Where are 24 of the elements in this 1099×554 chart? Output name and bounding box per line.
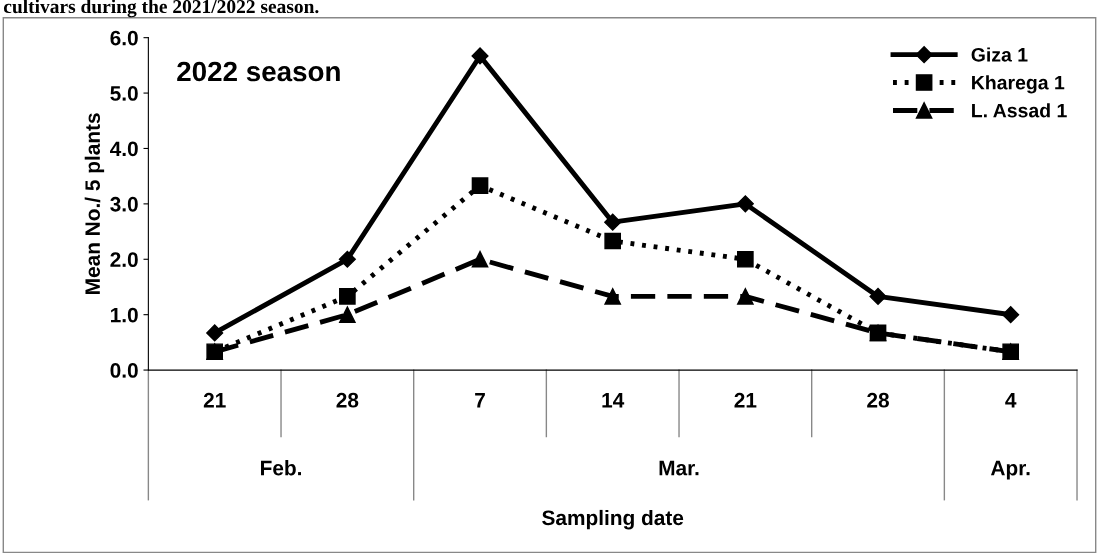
x-tick-label: 21 <box>203 392 226 408</box>
y-tick-label: 2.0 <box>110 252 138 268</box>
x-axis-title: Sampling date <box>542 509 684 530</box>
y-tick-label: 5.0 <box>110 86 138 101</box>
text: Apr. <box>990 460 1030 480</box>
x-tick-label: 14 <box>602 393 625 408</box>
text: 2022 season <box>177 61 340 82</box>
text: cultivars during the 2021/2022 season. <box>3 0 319 18</box>
y-tick-label: 1.0 <box>111 307 138 323</box>
y-tick-label: 4.0 <box>110 141 138 157</box>
legend-label: Kharega 1 <box>972 75 1065 94</box>
text: Mar. <box>659 460 699 476</box>
x-tick-label: 28 <box>867 392 889 408</box>
x-tick-label: 7 <box>475 393 485 408</box>
x-tick-label: 21 <box>734 392 757 408</box>
x-tick-label: 28 <box>336 392 359 408</box>
x-tick-label: 4 <box>1005 393 1017 408</box>
text: Feb. <box>261 460 302 476</box>
y-tick-label: 6.0 <box>110 30 138 46</box>
legend-label: L. Assad 1 <box>972 103 1067 118</box>
legend-label: Giza 1 <box>971 47 1028 62</box>
y-axis-title: Mean No./ 5 plants <box>84 113 105 294</box>
y-tick-label: 0.0 <box>110 363 138 378</box>
y-tick-label: 3.0 <box>110 196 138 212</box>
